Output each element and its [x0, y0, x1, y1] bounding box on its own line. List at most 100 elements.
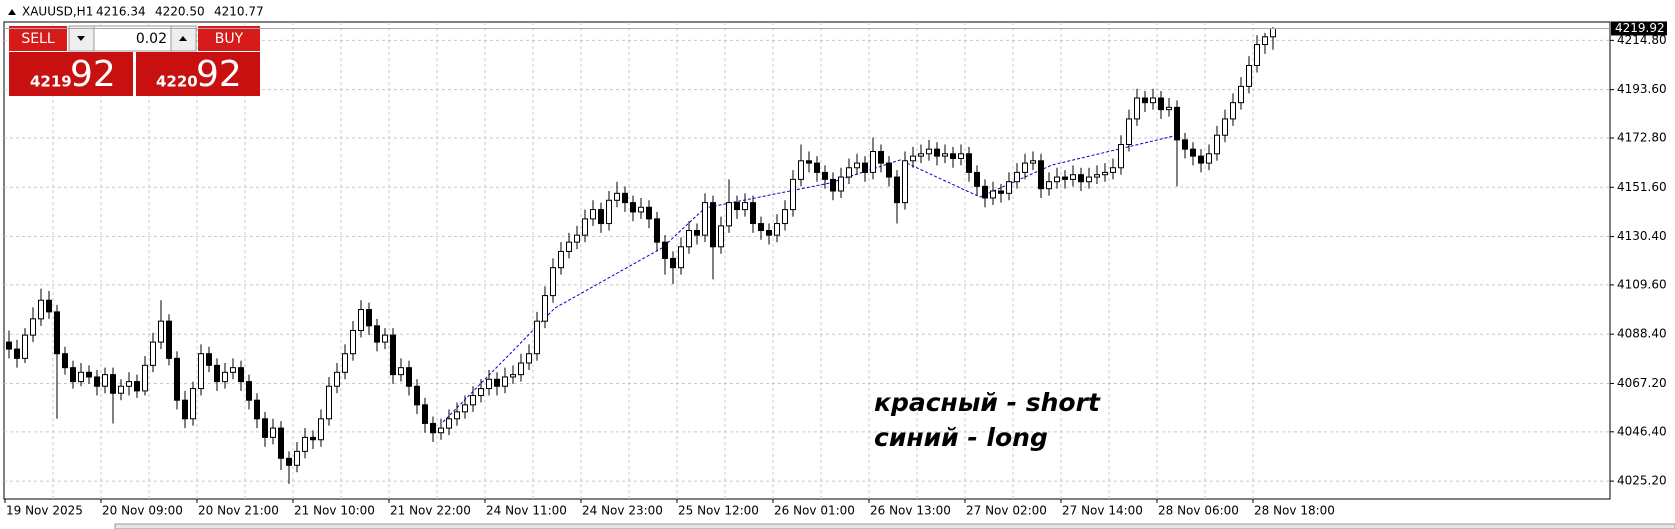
candle-body: [1054, 176, 1060, 183]
candle-body: [1174, 106, 1180, 141]
y-tick-label: 4151.60: [1617, 180, 1667, 194]
candle-body: [1134, 97, 1140, 120]
buy-button[interactable]: [198, 26, 260, 51]
candle-body: [846, 167, 852, 178]
candle-body: [814, 162, 820, 173]
buy-label: BUY: [215, 31, 244, 47]
candle-body: [238, 367, 244, 383]
candle-body: [894, 176, 900, 204]
x-tick-label: 28 Nov 18:00: [1254, 504, 1335, 518]
candle-body: [46, 299, 52, 313]
candle-body: [270, 427, 276, 438]
candle-body: [1118, 144, 1124, 169]
candle-body: [326, 385, 332, 420]
candle-body: [86, 371, 92, 378]
bid-main: 4219: [30, 73, 72, 91]
trade-panel: SELL 0.02 BUY 4219 92 4220 92: [9, 25, 260, 96]
candle-body: [78, 371, 84, 383]
candle-body: [30, 318, 36, 336]
y-tick-label: 4025.20: [1617, 474, 1667, 488]
candle-body: [1254, 44, 1260, 66]
candle-body: [670, 257, 676, 269]
candle-body: [702, 202, 708, 236]
candle-body: [1262, 36, 1268, 46]
candle-body: [14, 348, 20, 359]
candle-body: [398, 367, 404, 376]
candle-body: [982, 185, 988, 199]
y-tick-label: 4046.40: [1617, 424, 1667, 438]
candle-body: [854, 162, 860, 169]
candle-body: [446, 418, 452, 429]
trade-line: [442, 134, 1179, 423]
sell-button[interactable]: [9, 26, 67, 51]
down-arrow: [77, 36, 85, 41]
candle-body: [870, 150, 876, 173]
candle-body: [630, 202, 636, 213]
candle-body: [1206, 153, 1212, 164]
candle-body: [318, 418, 324, 441]
bid-box[interactable]: [9, 52, 133, 96]
candle-body: [406, 367, 412, 387]
x-tick-label: 28 Nov 06:00: [1158, 504, 1239, 518]
candle-body: [1022, 162, 1028, 173]
ask-box[interactable]: [136, 52, 260, 96]
candle-body: [646, 206, 652, 220]
low-value: 4210.77: [214, 5, 264, 19]
collapse-icon[interactable]: [8, 9, 16, 15]
y-tick-label: 4172.80: [1617, 130, 1667, 144]
x-tick-label: 20 Nov 21:00: [198, 504, 279, 518]
scrollbar[interactable]: [114, 523, 1675, 529]
candle-body: [230, 367, 236, 373]
candle-body: [838, 176, 844, 192]
candle-body: [662, 241, 668, 259]
candle-body: [126, 381, 132, 387]
candle-body: [1222, 118, 1228, 136]
candle-body: [606, 199, 612, 225]
candle-body: [1158, 97, 1164, 111]
candle-body: [694, 230, 700, 236]
x-tick-label: 19 Nov 2025: [6, 504, 83, 518]
candle-body: [62, 353, 68, 369]
candle-body: [166, 320, 172, 359]
candle-body: [974, 171, 980, 187]
candle-body: [966, 153, 972, 173]
candle-body: [246, 381, 252, 401]
ask-frac: 92: [196, 54, 242, 95]
candle-body: [494, 378, 500, 387]
candle-body: [590, 209, 596, 220]
up-arrow: [179, 36, 187, 41]
candle-body: [366, 309, 372, 327]
y-tick-label: 4130.40: [1617, 229, 1667, 243]
candle-body: [38, 299, 44, 320]
candle-body: [830, 178, 836, 192]
candle-body: [478, 388, 484, 397]
candle-body: [1086, 176, 1092, 183]
candle-body: [718, 225, 724, 248]
candle-body: [6, 341, 12, 350]
candle-body: [1238, 85, 1244, 104]
candle-body: [118, 385, 124, 394]
bid-frac: 92: [70, 54, 116, 95]
sell-label: SELL: [21, 31, 55, 47]
x-tick-label: 27 Nov 02:00: [966, 504, 1047, 518]
price-box: [1611, 21, 1667, 36]
candle-body: [262, 418, 268, 438]
candle-body: [918, 153, 924, 157]
candle-body: [142, 364, 148, 392]
candle-body: [1166, 106, 1172, 111]
candle-body: [862, 162, 868, 173]
candle-body: [1038, 160, 1044, 190]
candle-body: [742, 202, 748, 211]
candle-body: [790, 178, 796, 211]
candle-body: [214, 364, 220, 383]
price-label: 4219.92: [1615, 21, 1665, 35]
candle-body: [302, 436, 308, 452]
candle-body: [454, 411, 460, 420]
candle-body: [222, 371, 228, 383]
candle-body: [198, 353, 204, 390]
x-tick-label: 24 Nov 23:00: [582, 504, 663, 518]
candle-body: [158, 320, 164, 343]
y-tick-label: 4109.60: [1617, 277, 1667, 291]
candle-body: [190, 388, 196, 420]
